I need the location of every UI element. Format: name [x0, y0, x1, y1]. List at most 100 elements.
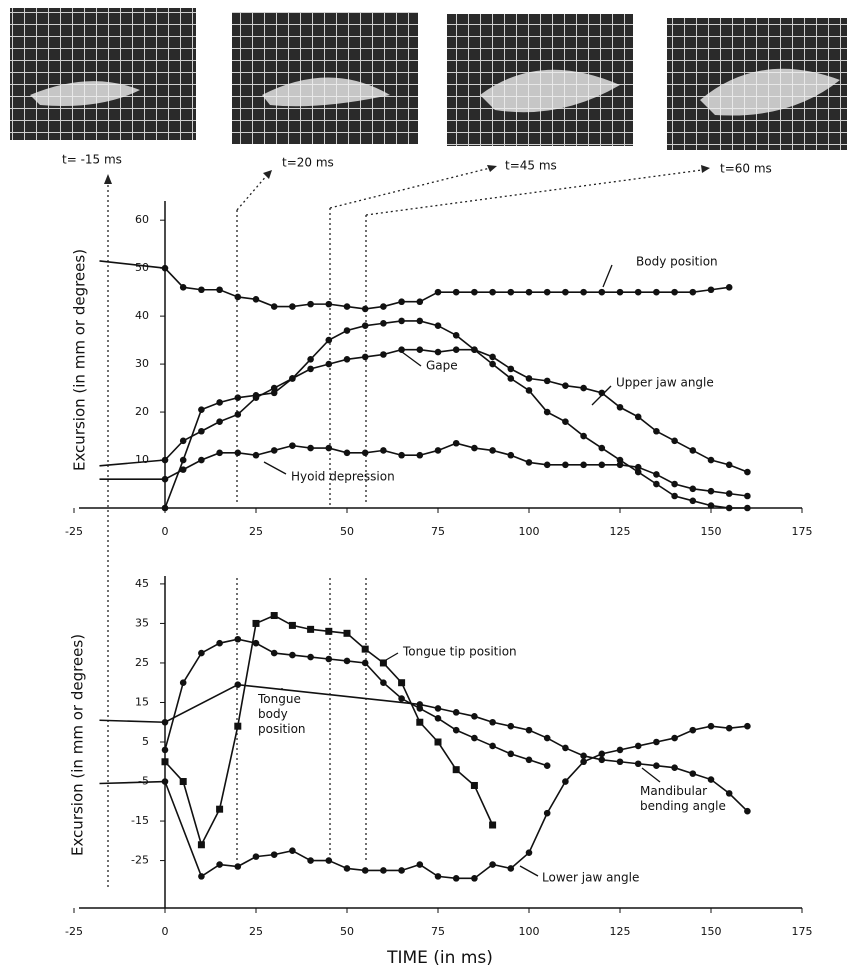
marker	[598, 750, 606, 758]
marker	[489, 742, 496, 750]
marker	[179, 284, 187, 291]
marker	[198, 456, 205, 464]
marker	[252, 639, 260, 647]
marker	[525, 726, 533, 734]
marker	[161, 456, 169, 464]
marker	[216, 639, 223, 647]
marker	[452, 346, 460, 354]
y-tick-label: -25	[131, 854, 149, 867]
marker	[452, 709, 460, 716]
marker	[507, 750, 515, 758]
marker	[434, 288, 442, 296]
marker	[616, 758, 624, 766]
marker	[543, 461, 551, 469]
marker	[434, 447, 442, 454]
marker	[725, 790, 733, 797]
marker	[416, 718, 424, 726]
marker	[198, 873, 205, 880]
marker	[398, 679, 406, 687]
marker	[307, 653, 314, 661]
marker	[398, 451, 405, 459]
series-label: Gape	[426, 359, 458, 373]
marker	[216, 805, 224, 813]
x-tick-label: 100	[519, 525, 540, 538]
marker	[234, 722, 242, 730]
marker	[234, 449, 242, 457]
marker	[252, 853, 260, 860]
marker	[725, 504, 733, 512]
marker	[525, 756, 533, 764]
marker	[270, 649, 278, 657]
marker	[671, 288, 678, 296]
photo	[10, 8, 196, 140]
marker	[270, 447, 278, 454]
marker	[434, 348, 442, 356]
marker	[307, 857, 314, 864]
marker	[671, 734, 678, 742]
x-tick-label: 75	[431, 525, 445, 538]
time-arrow	[236, 167, 703, 216]
marker	[270, 384, 278, 392]
marker	[744, 504, 751, 512]
marker	[689, 726, 697, 734]
marker	[434, 738, 442, 746]
marker	[471, 346, 478, 354]
marker	[471, 734, 478, 742]
marker	[507, 451, 515, 459]
marker	[380, 351, 387, 358]
marker	[179, 466, 187, 473]
y-axis-title: Excursion (in mm or degrees)	[71, 249, 89, 471]
marker	[216, 418, 223, 425]
marker	[325, 444, 333, 452]
marker	[489, 718, 496, 726]
marker	[380, 320, 387, 327]
marker	[234, 635, 242, 643]
marker	[234, 293, 242, 301]
y-tick-label: 10	[135, 453, 149, 466]
marker	[525, 375, 533, 382]
marker	[689, 770, 697, 777]
marker	[616, 461, 624, 469]
marker	[416, 701, 424, 708]
marker	[634, 742, 642, 750]
marker	[197, 841, 205, 849]
time-label: t=60 ms	[720, 162, 772, 176]
time-label: t=45 ms	[505, 159, 557, 173]
marker	[398, 867, 405, 874]
label-leader	[591, 385, 612, 406]
marker	[598, 756, 606, 764]
marker	[343, 865, 351, 872]
marker	[653, 738, 660, 746]
marker	[452, 726, 460, 734]
x-tick-label: 125	[610, 525, 631, 538]
marker	[416, 298, 424, 306]
marker	[179, 679, 187, 687]
marker	[598, 444, 606, 452]
x-tick-label: -25	[65, 925, 83, 938]
x-tick-label: 175	[792, 925, 813, 938]
marker	[198, 406, 205, 413]
marker	[343, 355, 351, 363]
marker	[252, 296, 260, 303]
marker	[671, 480, 678, 488]
marker	[471, 875, 478, 882]
y-tick-label: 5	[142, 735, 149, 748]
marker	[434, 873, 442, 880]
marker	[289, 847, 296, 854]
series-line	[99, 348, 748, 473]
y-tick-label: -5	[138, 775, 149, 788]
marker	[307, 365, 314, 373]
marker	[216, 286, 223, 294]
marker	[325, 336, 333, 344]
marker	[452, 439, 460, 447]
marker	[725, 284, 733, 291]
marker	[653, 427, 660, 435]
series-line	[99, 260, 730, 310]
marker	[707, 286, 715, 294]
marker	[707, 487, 715, 495]
marker	[416, 451, 424, 459]
marker	[671, 492, 678, 500]
photos	[10, 8, 847, 150]
marker	[325, 300, 333, 308]
